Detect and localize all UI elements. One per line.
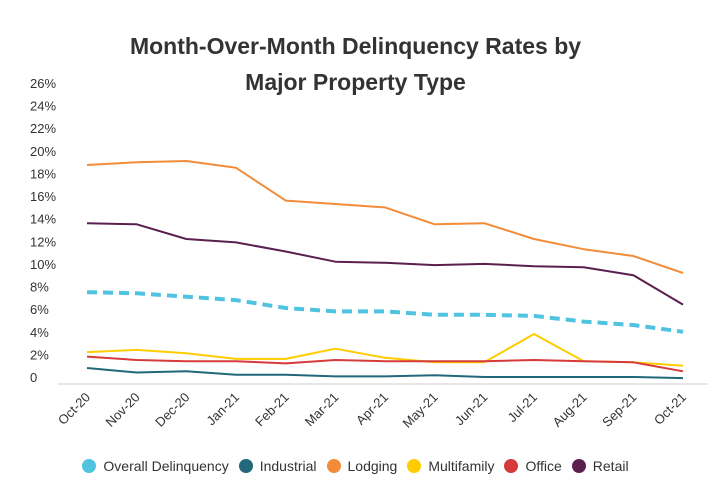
legend-swatch [326,459,341,473]
x-tick-label: Mar-21 [302,390,342,430]
x-tick-label: May-21 [400,390,441,431]
y-tick-label: 26% [30,76,56,91]
legend-swatch [571,459,586,473]
legend-label: Multifamily [428,458,495,474]
y-tick-label: 12% [30,234,56,249]
series-line-lodging [86,160,684,274]
legend-swatch [238,459,253,473]
legend-label: Industrial [259,458,317,474]
y-tick-label: 18% [30,166,56,181]
legend-item: Overall Delinquency [82,458,229,474]
x-tick-label: Jun-21 [452,390,491,429]
x-tick-label: Sep-21 [599,390,639,430]
x-tick-label: Apr-21 [353,390,391,428]
series-line-industrial [86,367,684,380]
x-tick-label: Dec-20 [152,390,192,430]
x-tick-label: Oct-21 [651,390,689,428]
legend-label: Lodging [347,458,398,474]
series-line-overall-delinquency [86,290,684,334]
legend-swatch [407,459,422,473]
legend-item: Office [504,458,562,474]
legend-label: Office [525,458,562,474]
y-tick-label: 22% [30,121,56,136]
series-line-office [86,355,684,373]
y-tick-label: 8% [30,280,49,295]
y-tick-label: 10% [30,257,56,272]
legend-label: Overall Delinquency [103,458,229,474]
y-tick-label: 4% [30,325,49,340]
y-tick-label: 24% [30,99,56,114]
y-tick-label: 6% [30,302,49,317]
x-tick-label: Oct-20 [55,390,93,428]
x-tick-label: Nov-20 [103,390,143,430]
y-tick-label: 2% [30,347,49,362]
legend-item: Retail [571,458,629,474]
series-line-retail [86,222,684,306]
y-tick-label: 16% [30,189,56,204]
legend-swatch [504,459,519,473]
legend-label: Retail [592,458,629,474]
legend-item: Lodging [326,458,398,474]
chart-title-line-1: Month-Over-Month Delinquency Rates by [129,33,582,59]
x-tick-label: Jul-21 [504,390,540,426]
legend: Overall Delinquency Industrial Lodging Mult… [0,458,711,474]
legend-swatch [82,459,97,473]
y-tick-label: 20% [30,144,56,159]
legend-item: Multifamily [407,458,494,474]
chart-title: Month-Over-Month Delinquency Rates by Ma… [0,28,711,100]
x-tick-label: Feb-21 [252,390,292,430]
chart-title-line-2: Major Property Type [245,69,466,95]
x-tick-label: Aug-21 [550,390,590,430]
x-tick-label: Jan-21 [203,390,242,429]
legend-item: Industrial [238,458,317,474]
y-tick-label: 14% [30,212,56,227]
y-tick-label: 0 [30,370,37,385]
